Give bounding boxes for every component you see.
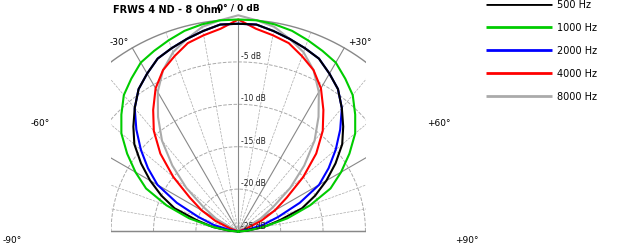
Text: 500 Hz: 500 Hz — [557, 0, 591, 10]
Text: 8000 Hz: 8000 Hz — [557, 92, 597, 102]
Text: 0° / 0 dB: 0° / 0 dB — [217, 4, 260, 13]
Text: 4000 Hz: 4000 Hz — [557, 69, 597, 79]
Text: -60°: -60° — [30, 119, 50, 128]
Text: 2000 Hz: 2000 Hz — [557, 46, 598, 56]
Text: -90°: -90° — [3, 235, 22, 244]
Text: +60°: +60° — [427, 119, 450, 128]
Text: -30°: -30° — [109, 38, 129, 47]
Text: -10 dB: -10 dB — [241, 94, 266, 103]
Text: 1000 Hz: 1000 Hz — [557, 23, 597, 33]
Text: -5 dB: -5 dB — [241, 52, 261, 61]
Text: -20 dB: -20 dB — [241, 179, 266, 187]
Text: -25 dB: -25 dB — [241, 221, 266, 230]
Text: +90°: +90° — [455, 235, 478, 244]
Text: +30°: +30° — [348, 38, 371, 47]
Text: -15 dB: -15 dB — [241, 136, 266, 145]
Text: FRWS 4 ND - 8 Ohm: FRWS 4 ND - 8 Ohm — [113, 5, 221, 15]
